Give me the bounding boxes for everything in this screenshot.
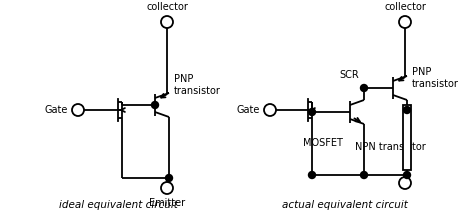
Text: SCR: SCR bbox=[339, 70, 359, 80]
Circle shape bbox=[161, 16, 173, 28]
Text: Gate: Gate bbox=[237, 105, 260, 115]
Text: MOSFET: MOSFET bbox=[303, 138, 343, 148]
Text: PNP
transistor: PNP transistor bbox=[412, 67, 459, 89]
Circle shape bbox=[161, 182, 173, 194]
Text: collector: collector bbox=[384, 2, 426, 12]
Text: collector: collector bbox=[146, 2, 188, 12]
Text: ideal equivalent circuit: ideal equivalent circuit bbox=[59, 200, 177, 210]
Circle shape bbox=[399, 16, 411, 28]
Circle shape bbox=[152, 101, 158, 108]
Circle shape bbox=[72, 104, 84, 116]
Circle shape bbox=[403, 107, 410, 113]
Text: NPN transistor: NPN transistor bbox=[355, 142, 426, 152]
Text: Gate: Gate bbox=[45, 105, 68, 115]
Circle shape bbox=[165, 174, 173, 181]
Circle shape bbox=[361, 171, 367, 178]
Circle shape bbox=[403, 171, 410, 178]
Circle shape bbox=[399, 177, 411, 189]
Circle shape bbox=[361, 85, 367, 92]
Circle shape bbox=[309, 171, 316, 178]
Text: Emitter: Emitter bbox=[149, 198, 185, 208]
Bar bbox=[403, 105, 411, 170]
Circle shape bbox=[264, 104, 276, 116]
Text: PNP
transistor: PNP transistor bbox=[174, 74, 221, 96]
Circle shape bbox=[309, 108, 316, 116]
Text: actual equivalent circuit: actual equivalent circuit bbox=[282, 200, 408, 210]
